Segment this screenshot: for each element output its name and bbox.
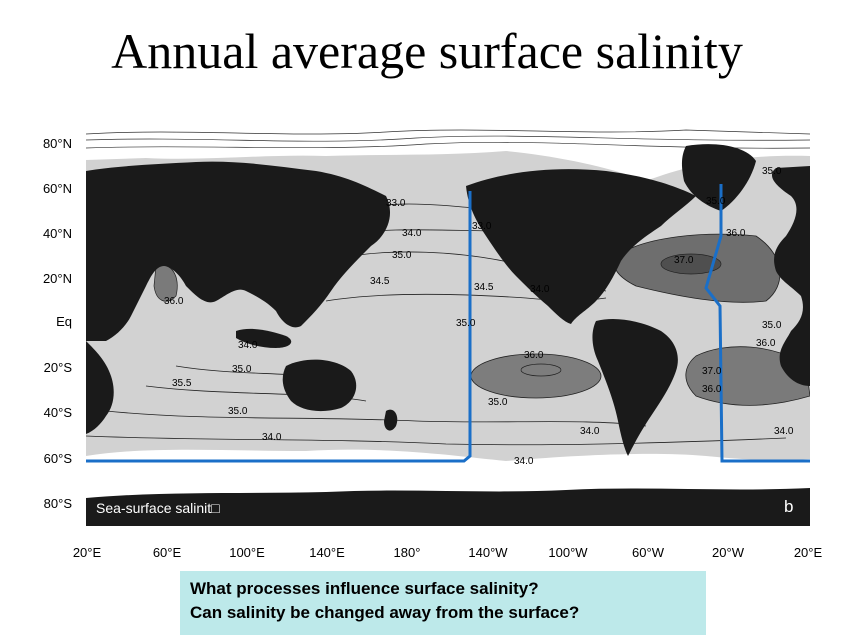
arctic-region	[86, 126, 810, 181]
land-australia	[282, 359, 357, 412]
contour-label: 34.5	[370, 276, 390, 287]
question-1: What processes influence surface salinit…	[190, 579, 539, 598]
arctic-contours	[86, 129, 810, 149]
land-europe-atlantic	[771, 166, 810, 386]
contour-label: 37.0	[674, 255, 694, 266]
x-axis-label: 20°W	[712, 545, 744, 560]
contour-label: 36.0	[164, 296, 184, 307]
x-axis-label: 60°E	[152, 545, 182, 560]
y-axis-label: Eq	[56, 314, 72, 329]
question-2: Can salinity be changed away from the su…	[190, 603, 580, 622]
section-lines	[86, 184, 810, 463]
south-atlantic-high	[685, 346, 810, 406]
y-axis-label: 60°S	[43, 451, 72, 466]
contour-label: 35.0	[762, 166, 782, 177]
y-axis-label: 60°N	[42, 181, 72, 196]
contour-label: 35.0	[392, 250, 412, 261]
contour-label: 35.0	[488, 397, 508, 408]
contour-label: 34.0	[774, 426, 794, 437]
contour-label: 36.0	[702, 384, 722, 395]
land-indonesia	[236, 328, 292, 348]
y-axis-label: 20°N	[42, 271, 72, 286]
contour-label: 33.0	[386, 198, 406, 209]
land-south-america	[592, 319, 678, 456]
contour-label: 33.0	[472, 221, 492, 232]
salinity-map: 33.0 34.0 35.0 34.5 36.0 34.0 35.0 35.5 35.0 34.0…	[86, 126, 810, 526]
contour-label: 34.0	[238, 340, 258, 351]
land-antarctica	[86, 488, 810, 526]
x-axis-label: 100°W	[548, 545, 588, 560]
contour-label: 36.0	[756, 338, 776, 349]
contour-label: 35.0	[232, 364, 252, 375]
x-axis-label: 140°E	[309, 545, 345, 560]
map-panel-letter: b	[784, 497, 794, 516]
contour-label: 34.0	[514, 456, 534, 467]
contour-label: 37.0	[702, 366, 722, 377]
y-axis-label: 40°S	[43, 405, 72, 420]
question-box: What processes influence surface salinit…	[180, 571, 706, 635]
land-greenland	[681, 144, 756, 211]
y-axis-label: 80°S	[43, 496, 72, 511]
y-axis-label: 40°N	[42, 226, 72, 241]
land-north-america	[466, 169, 696, 324]
contour-label: 36.0	[524, 350, 544, 361]
contour-label: 34.0	[530, 284, 550, 295]
contour-label: 34.0	[402, 228, 422, 239]
x-axis-label: 20°E	[793, 545, 823, 560]
contour-label: 36.0	[726, 228, 746, 239]
contour-label: 35.0	[228, 406, 248, 417]
y-axis-label: 80°N	[42, 136, 72, 151]
contour-label: 34.0	[262, 432, 282, 443]
contour-label: 34.0	[580, 426, 600, 437]
x-axis-label: 140°W	[468, 545, 508, 560]
x-axis-label: 20°E	[72, 545, 102, 560]
contour-label: 35.0	[762, 320, 782, 331]
salinity-map-svg: 33.0 34.0 35.0 34.5 36.0 34.0 35.0 35.5 35.0 34.0…	[86, 126, 810, 526]
contour-label: 35.5	[172, 378, 192, 389]
y-axis-label: 20°S	[43, 360, 72, 375]
contour-label: 35.0	[706, 196, 726, 207]
x-axis-label: 180°	[393, 545, 421, 560]
land-eurasia	[86, 161, 391, 341]
contour-label: 35.0	[456, 318, 476, 329]
map-panel-label: Sea-surface salinit□	[96, 500, 220, 516]
page-title: Annual average surface salinity	[111, 23, 743, 79]
land-new-zealand	[384, 409, 398, 431]
x-axis-label: 100°E	[229, 545, 265, 560]
land-africa	[86, 341, 114, 434]
contour-label: 34.5	[474, 282, 494, 293]
contour-labels: 33.0 34.0 35.0 34.5 36.0 34.0 35.0 35.5 35.0 34.0…	[164, 166, 794, 467]
x-axis-label: 60°W	[632, 545, 664, 560]
